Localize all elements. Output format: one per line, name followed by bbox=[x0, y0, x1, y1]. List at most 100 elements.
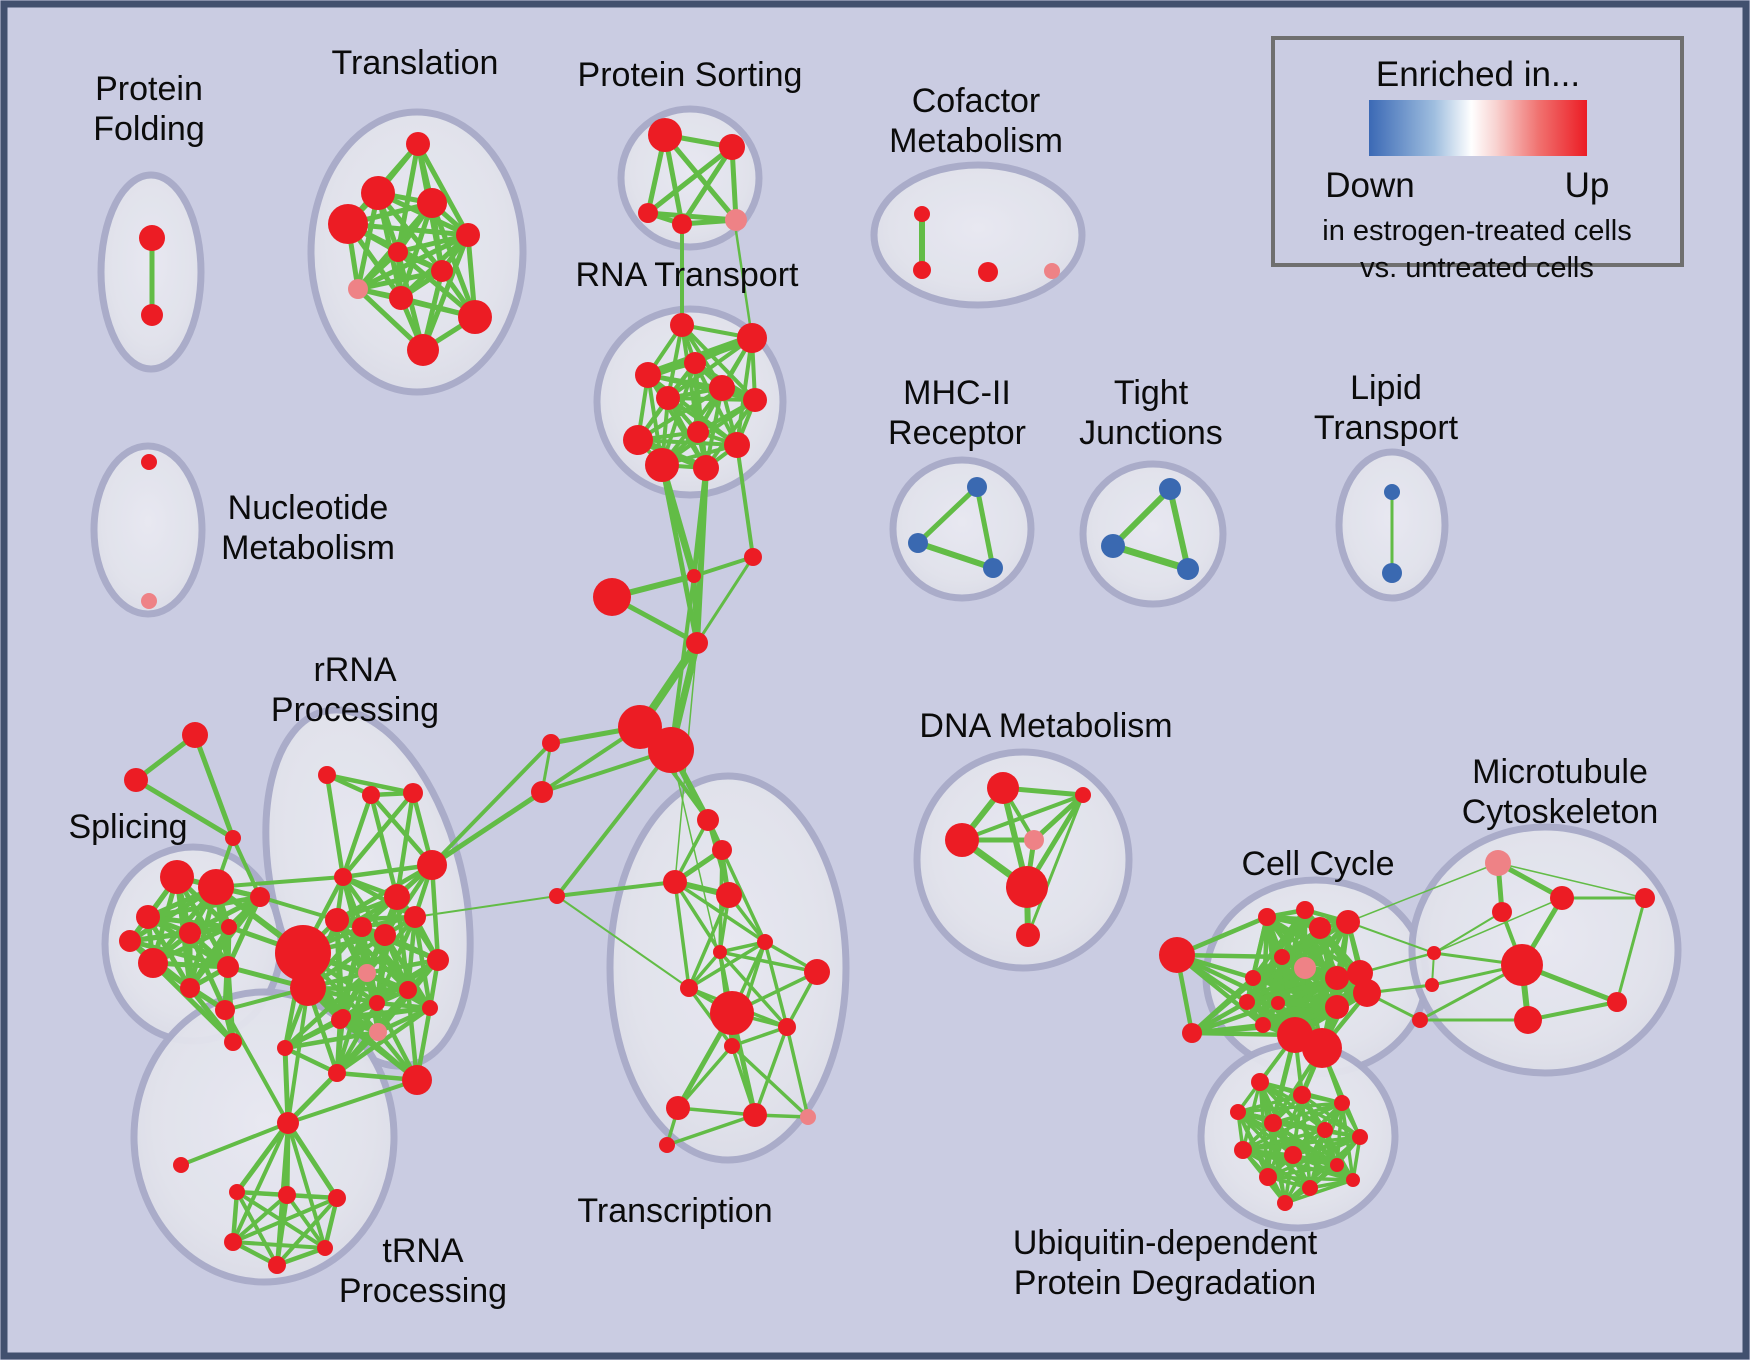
splicing-node-9[interactable] bbox=[250, 887, 270, 907]
cell-cycle-node-12[interactable] bbox=[1271, 996, 1285, 1010]
trna-processing-node-2[interactable] bbox=[229, 1184, 245, 1200]
transcription-node-9[interactable] bbox=[778, 1018, 796, 1036]
rrna-processing-node-19[interactable] bbox=[328, 1064, 346, 1082]
rna-transport-node-10[interactable] bbox=[645, 448, 679, 482]
transcription-node-0[interactable] bbox=[697, 809, 719, 831]
splicing-node-3[interactable] bbox=[179, 922, 201, 944]
microtubule-cytoskeleton-node-0[interactable] bbox=[1485, 850, 1511, 876]
cell-cycle-node-2[interactable] bbox=[1258, 908, 1276, 926]
transcription-node-8[interactable] bbox=[710, 991, 754, 1035]
translation-node-1[interactable] bbox=[361, 176, 395, 210]
ubiquitin-degradation-node-10[interactable] bbox=[1259, 1168, 1277, 1186]
rrna-processing-node-22[interactable] bbox=[335, 1009, 351, 1025]
dna-metabolism-node-0[interactable] bbox=[987, 772, 1019, 804]
cell-cycle-node-3[interactable] bbox=[1296, 901, 1314, 919]
hub-node-11[interactable] bbox=[225, 830, 241, 846]
rrna-processing-node-9[interactable] bbox=[404, 906, 426, 928]
rrna-processing-node-21[interactable] bbox=[369, 1023, 387, 1041]
lipid-transport-node-0[interactable] bbox=[1384, 484, 1400, 500]
transcription-node-4[interactable] bbox=[757, 934, 773, 950]
transcription-node-12[interactable] bbox=[743, 1103, 767, 1127]
hub-node-1[interactable] bbox=[744, 548, 762, 566]
hub-node-7[interactable] bbox=[531, 781, 553, 803]
rrna-processing-node-0[interactable] bbox=[318, 766, 336, 784]
transcription-node-13[interactable] bbox=[800, 1109, 816, 1125]
splicing-node-0[interactable] bbox=[160, 860, 194, 894]
rna-transport-node-9[interactable] bbox=[724, 432, 750, 458]
cell-cycle-node-4[interactable] bbox=[1309, 917, 1331, 939]
trna-processing-node-1[interactable] bbox=[173, 1157, 189, 1173]
microtubule-cytoskeleton-node-4[interactable] bbox=[1514, 1006, 1542, 1034]
mhc-ii-receptor-node-0[interactable] bbox=[967, 477, 987, 497]
ubiquitin-degradation-node-12[interactable] bbox=[1346, 1173, 1360, 1187]
nucleotide-metabolism-node-1[interactable] bbox=[141, 593, 157, 609]
microtubule-cytoskeleton-node-9[interactable] bbox=[1412, 1012, 1428, 1028]
protein-folding-node-0[interactable] bbox=[139, 225, 165, 251]
cell-cycle-node-11[interactable] bbox=[1239, 994, 1255, 1010]
rna-transport-node-11[interactable] bbox=[693, 455, 719, 481]
dna-metabolism-node-2[interactable] bbox=[945, 823, 979, 857]
transcription-node-1[interactable] bbox=[712, 840, 732, 860]
ubiquitin-degradation-node-0[interactable] bbox=[1251, 1073, 1269, 1091]
rrna-processing-node-10[interactable] bbox=[427, 949, 449, 971]
cell-cycle-node-6[interactable] bbox=[1245, 970, 1261, 986]
rrna-processing-node-12[interactable] bbox=[399, 981, 417, 999]
protein-sorting-node-2[interactable] bbox=[638, 203, 658, 223]
trna-processing-node-3[interactable] bbox=[278, 1186, 296, 1204]
rrna-processing-node-18[interactable] bbox=[277, 1040, 293, 1056]
rrna-processing-node-20[interactable] bbox=[402, 1065, 432, 1095]
transcription-node-14[interactable] bbox=[659, 1137, 675, 1153]
tight-junctions-node-1[interactable] bbox=[1101, 534, 1125, 558]
cofactor-metabolism-node-0[interactable] bbox=[914, 206, 930, 222]
rna-transport-node-3[interactable] bbox=[684, 352, 706, 374]
splicing-node-5[interactable] bbox=[138, 948, 168, 978]
rrna-processing-node-7[interactable] bbox=[352, 917, 372, 937]
cofactor-metabolism-node-1[interactable] bbox=[913, 261, 931, 279]
transcription-node-5[interactable] bbox=[713, 945, 727, 959]
translation-node-2[interactable] bbox=[417, 188, 447, 218]
hub-node-2[interactable] bbox=[593, 578, 631, 616]
nucleotide-metabolism-node-0[interactable] bbox=[141, 454, 157, 470]
rrna-processing-node-3[interactable] bbox=[334, 868, 352, 886]
dna-metabolism-node-5[interactable] bbox=[1016, 923, 1040, 947]
dna-metabolism-node-1[interactable] bbox=[1075, 787, 1091, 803]
transcription-node-6[interactable] bbox=[680, 979, 698, 997]
rna-transport-node-8[interactable] bbox=[623, 425, 653, 455]
transcription-node-2[interactable] bbox=[663, 870, 687, 894]
transcription-node-3[interactable] bbox=[716, 882, 742, 908]
ubiquitin-degradation-node-7[interactable] bbox=[1234, 1141, 1252, 1159]
splicing-node-4[interactable] bbox=[221, 919, 237, 935]
lipid-transport-node-1[interactable] bbox=[1382, 563, 1402, 583]
microtubule-cytoskeleton-node-1[interactable] bbox=[1550, 886, 1574, 910]
hub-node-0[interactable] bbox=[687, 569, 701, 583]
ubiquitin-degradation-node-1[interactable] bbox=[1293, 1086, 1311, 1104]
ubiquitin-degradation-node-9[interactable] bbox=[1330, 1158, 1344, 1172]
splicing-node-11[interactable] bbox=[119, 930, 141, 952]
splicing-node-7[interactable] bbox=[180, 978, 200, 998]
ubiquitin-degradation-node-8[interactable] bbox=[1284, 1146, 1302, 1164]
rrna-processing-node-6[interactable] bbox=[325, 908, 349, 932]
hub-node-9[interactable] bbox=[182, 722, 208, 748]
cell-cycle-node-13[interactable] bbox=[1255, 1017, 1271, 1033]
rrna-processing-node-11[interactable] bbox=[358, 964, 376, 982]
rrna-processing-node-16[interactable] bbox=[275, 925, 331, 981]
transcription-node-11[interactable] bbox=[666, 1096, 690, 1120]
hub-node-4[interactable] bbox=[618, 705, 662, 749]
microtubule-cytoskeleton-node-5[interactable] bbox=[1607, 992, 1627, 1012]
translation-node-6[interactable] bbox=[431, 260, 453, 282]
protein-sorting-node-1[interactable] bbox=[719, 134, 745, 160]
ubiquitin-degradation-node-5[interactable] bbox=[1317, 1122, 1333, 1138]
hub-node-3[interactable] bbox=[686, 632, 708, 654]
ubiquitin-degradation-node-2[interactable] bbox=[1334, 1095, 1350, 1111]
transcription-node-7[interactable] bbox=[804, 959, 830, 985]
trna-processing-node-4[interactable] bbox=[328, 1189, 346, 1207]
rrna-processing-node-2[interactable] bbox=[403, 783, 423, 803]
dna-metabolism-node-3[interactable] bbox=[1024, 830, 1044, 850]
cell-cycle-node-18[interactable] bbox=[1302, 1028, 1342, 1068]
cell-cycle-node-0[interactable] bbox=[1159, 937, 1195, 973]
rna-transport-node-6[interactable] bbox=[743, 388, 767, 412]
cell-cycle-node-1[interactable] bbox=[1182, 1023, 1202, 1043]
splicing-node-8[interactable] bbox=[215, 1000, 235, 1020]
trna-processing-node-5[interactable] bbox=[224, 1233, 242, 1251]
rrna-processing-node-1[interactable] bbox=[362, 786, 380, 804]
